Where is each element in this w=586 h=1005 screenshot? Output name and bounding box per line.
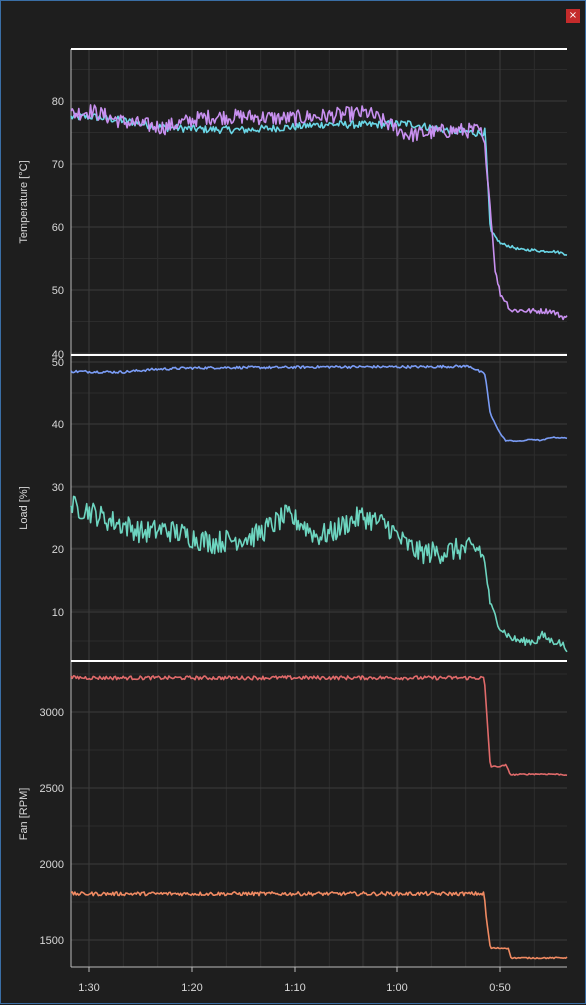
- x-tick-label: 1:00: [386, 982, 407, 994]
- chart-panel-2: 3000 2500 2000 1500 Fan [RPM] 1:30 1:20 1:10 1:0…: [18, 660, 568, 994]
- y-tick-label: 50: [52, 357, 64, 369]
- x-tick-label: 0:50: [489, 982, 510, 994]
- series-line-1-0: [70, 364, 568, 443]
- x-tick-label: 1:10: [284, 982, 305, 994]
- chart-panel-0: 80 70 60 50 40 Temperature [°C]: [18, 48, 568, 361]
- chart-panel-1: 50 40 30 20 10 Load [%]: [18, 354, 568, 661]
- y-tick-label: 1500: [40, 935, 64, 947]
- y-tick-label: 40: [52, 349, 64, 361]
- y-tick-label: 40: [52, 419, 64, 431]
- y-tick-label: 10: [52, 607, 64, 619]
- y-tick-label: 2000: [40, 859, 64, 871]
- x-tick-label: 1:30: [78, 982, 99, 994]
- y-axis-label: Fan [RPM]: [18, 788, 30, 841]
- y-tick-label: 50: [52, 285, 64, 297]
- close-button[interactable]: ×: [566, 9, 580, 23]
- y-tick-label: 20: [52, 544, 64, 556]
- y-axis-label: Load [%]: [18, 486, 30, 529]
- y-tick-label: 30: [52, 482, 64, 494]
- y-tick-label: 70: [52, 159, 64, 171]
- series-line-2-1: [70, 890, 568, 960]
- y-tick-label: 3000: [40, 707, 64, 719]
- x-tick-label: 1:20: [181, 982, 202, 994]
- y-tick-label: 2500: [40, 783, 64, 795]
- series-line-1-1: [70, 495, 568, 653]
- y-tick-label: 60: [52, 222, 64, 234]
- y-tick-label: 80: [52, 96, 64, 108]
- series-line-2-0: [70, 674, 568, 777]
- series-line-0-1: [70, 104, 568, 321]
- y-axis-label: Temperature [°C]: [18, 160, 30, 243]
